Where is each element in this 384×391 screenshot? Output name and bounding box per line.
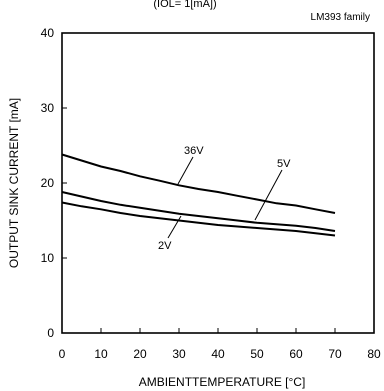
axis-tick-labels: 0 10 20 30 40 50 60 70 80 0 10 20 30 40	[41, 26, 381, 361]
series-label-2v: 2V	[158, 240, 172, 252]
x-tick-label: 0	[59, 347, 66, 361]
y-tick-label: 40	[41, 26, 55, 40]
x-tick-label: 80	[367, 347, 381, 361]
y-tick-label: 0	[47, 326, 54, 340]
x-tick-label: 10	[94, 347, 108, 361]
x-axis-label: AMBIENTTEMPERATURE [°C]	[139, 375, 306, 389]
series-lines	[61, 153, 336, 237]
series-label-36v: 36V	[184, 145, 204, 157]
y-tick-label: 10	[41, 251, 55, 265]
y-axis-label: OUTPUT SINK CURRENT [mA]	[7, 98, 21, 268]
x-tick-label: 20	[133, 347, 147, 361]
label-2v: 2V	[158, 215, 182, 252]
y-tick-label: 30	[41, 101, 55, 115]
chart-title: (IOL= 1[mA])	[153, 0, 216, 10]
series-line-5v	[61, 191, 336, 232]
axis-ticks	[61, 32, 375, 334]
series-label-5v: 5V	[277, 158, 291, 170]
plot-frame	[61, 32, 375, 334]
label-36v: 36V	[177, 145, 204, 185]
y-tick-label: 20	[41, 176, 55, 190]
x-tick-label: 40	[211, 347, 225, 361]
x-tick-label: 50	[250, 347, 264, 361]
x-tick-label: 70	[328, 347, 342, 361]
x-tick-label: 60	[289, 347, 303, 361]
chart-subtitle: LM393 family	[311, 12, 370, 23]
series-line-2v	[61, 201, 336, 237]
series-line-36v	[61, 153, 336, 214]
label-5v: 5V	[254, 158, 291, 221]
x-tick-label: 30	[172, 347, 186, 361]
